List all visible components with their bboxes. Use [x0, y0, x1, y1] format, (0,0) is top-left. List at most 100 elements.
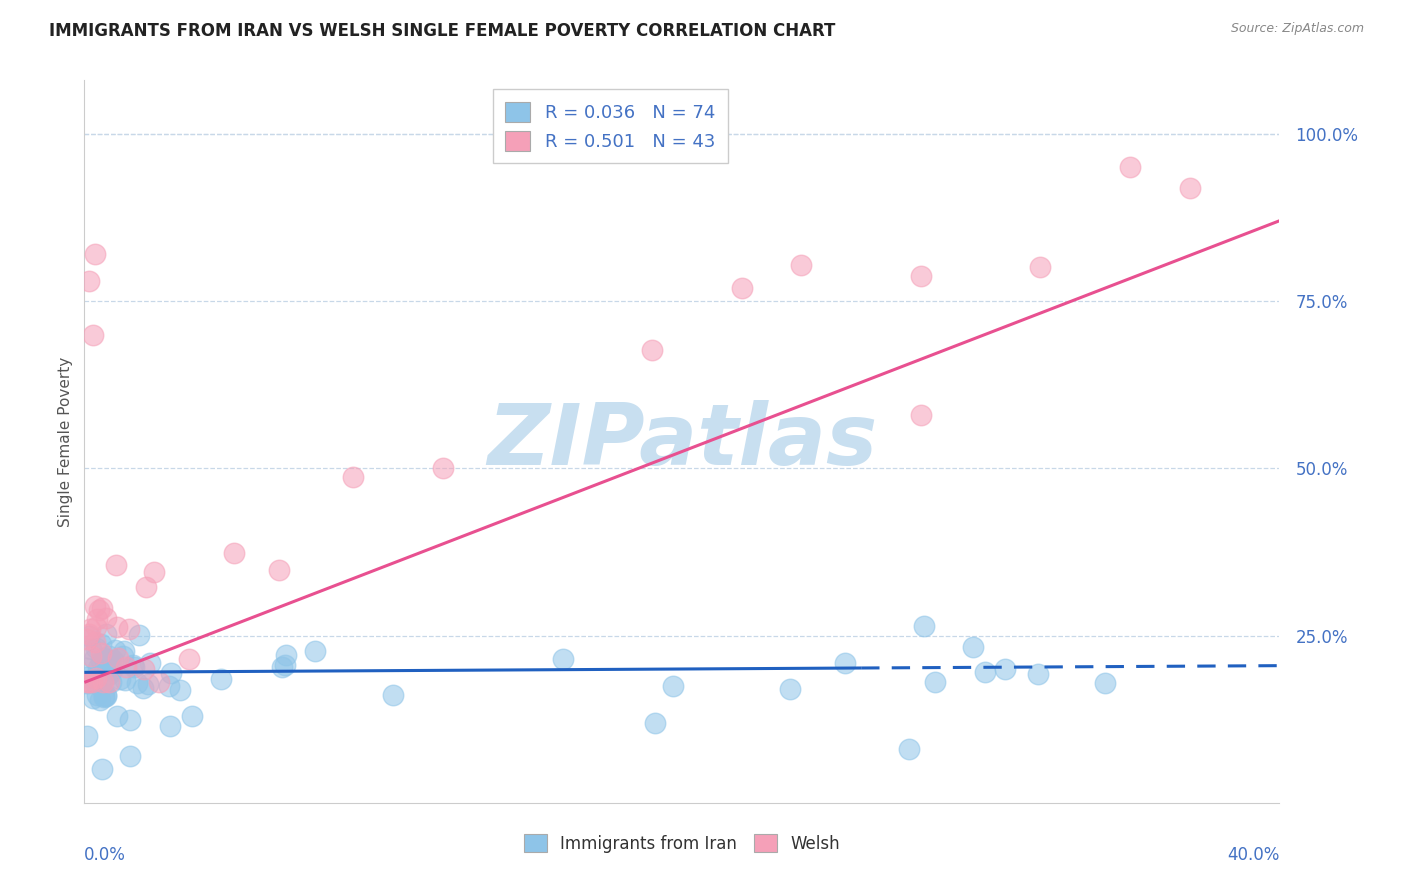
- Point: [159, 719, 181, 733]
- Point: [779, 681, 801, 696]
- Point: [209, 673, 232, 687]
- Point: [120, 749, 142, 764]
- Point: [87, 661, 110, 675]
- Text: IMMIGRANTS FROM IRAN VS WELSH SINGLE FEMALE POVERTY CORRELATION CHART: IMMIGRANTS FROM IRAN VS WELSH SINGLE FEM…: [49, 22, 835, 40]
- Point: [111, 649, 134, 664]
- Point: [80, 649, 103, 664]
- Point: [105, 708, 128, 723]
- Point: [274, 657, 297, 672]
- Point: [267, 563, 290, 577]
- Point: [118, 622, 141, 636]
- Point: [222, 546, 245, 560]
- Point: [110, 673, 132, 687]
- Point: [94, 689, 117, 703]
- Point: [1178, 180, 1201, 194]
- Point: [100, 658, 122, 673]
- Point: [76, 671, 98, 685]
- Point: [79, 623, 101, 637]
- Point: [76, 632, 98, 646]
- Point: [118, 714, 141, 728]
- Point: [270, 659, 292, 673]
- Point: [98, 649, 121, 664]
- Legend: Immigrants from Iran, Welsh: Immigrants from Iran, Welsh: [517, 828, 846, 860]
- Point: [157, 679, 180, 693]
- Point: [76, 675, 98, 690]
- Point: [910, 268, 932, 283]
- Point: [84, 635, 107, 649]
- Point: [98, 667, 121, 681]
- Point: [104, 643, 127, 657]
- Point: [973, 665, 995, 679]
- Point: [101, 653, 124, 667]
- Point: [551, 652, 574, 666]
- Point: [80, 675, 103, 690]
- Point: [274, 648, 297, 663]
- Point: [76, 661, 98, 675]
- Point: [93, 664, 115, 678]
- Point: [89, 693, 111, 707]
- Text: ZIPatlas: ZIPatlas: [486, 400, 877, 483]
- Point: [115, 660, 138, 674]
- Point: [114, 673, 136, 688]
- Point: [1026, 667, 1049, 681]
- Point: [83, 599, 105, 613]
- Point: [169, 682, 191, 697]
- Point: [381, 688, 404, 702]
- Point: [80, 642, 103, 657]
- Point: [93, 689, 115, 703]
- Point: [82, 673, 104, 687]
- Point: [76, 675, 98, 690]
- Point: [79, 628, 101, 642]
- Point: [910, 408, 932, 422]
- Point: [90, 762, 112, 776]
- Point: [77, 675, 100, 690]
- Point: [93, 651, 115, 665]
- Point: [122, 660, 145, 674]
- Point: [91, 600, 114, 615]
- Point: [90, 636, 112, 650]
- Point: [96, 688, 118, 702]
- Text: 40.0%: 40.0%: [1227, 847, 1279, 864]
- Point: [79, 627, 101, 641]
- Point: [100, 674, 122, 689]
- Point: [138, 677, 160, 691]
- Point: [128, 628, 150, 642]
- Point: [101, 663, 124, 677]
- Point: [94, 662, 117, 676]
- Point: [924, 675, 946, 690]
- Point: [86, 688, 108, 702]
- Point: [94, 627, 117, 641]
- Point: [790, 258, 813, 272]
- Text: 0.0%: 0.0%: [84, 847, 127, 864]
- Point: [121, 657, 143, 672]
- Point: [159, 666, 181, 681]
- Point: [1029, 260, 1052, 274]
- Point: [87, 603, 110, 617]
- Point: [731, 281, 754, 295]
- Point: [138, 657, 160, 671]
- Point: [432, 461, 454, 475]
- Point: [994, 662, 1017, 676]
- Point: [641, 343, 664, 358]
- Point: [105, 620, 128, 634]
- Point: [304, 644, 326, 658]
- Point: [86, 612, 108, 626]
- Point: [143, 566, 166, 580]
- Point: [91, 675, 114, 690]
- Point: [93, 690, 115, 704]
- Point: [97, 667, 120, 681]
- Point: [84, 675, 107, 690]
- Point: [134, 662, 156, 676]
- Point: [94, 611, 117, 625]
- Point: [342, 470, 364, 484]
- Point: [644, 715, 666, 730]
- Point: [177, 652, 200, 666]
- Point: [76, 729, 98, 743]
- Point: [83, 652, 105, 666]
- Point: [834, 656, 856, 670]
- Point: [105, 558, 128, 573]
- Point: [897, 742, 920, 756]
- Point: [125, 676, 148, 690]
- Point: [97, 653, 120, 667]
- Point: [77, 274, 100, 288]
